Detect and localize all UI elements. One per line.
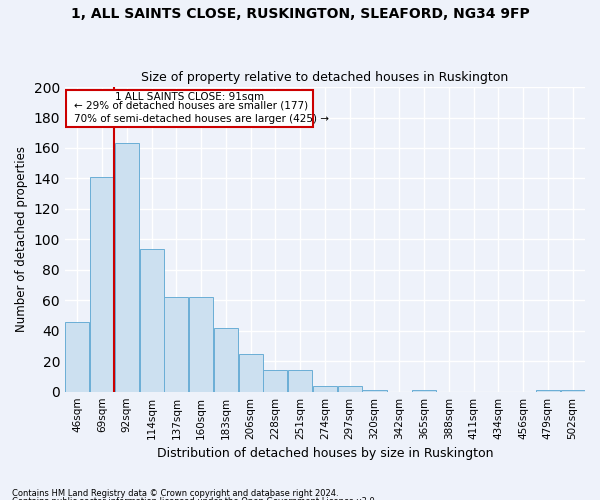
Bar <box>164 297 188 392</box>
Text: 1 ALL SAINTS CLOSE: 91sqm: 1 ALL SAINTS CLOSE: 91sqm <box>115 92 264 102</box>
Bar <box>288 370 312 392</box>
Bar <box>263 370 287 392</box>
Bar <box>115 144 139 392</box>
Text: Contains public sector information licensed under the Open Government Licence v3: Contains public sector information licen… <box>12 498 377 500</box>
Bar <box>140 248 164 392</box>
Y-axis label: Number of detached properties: Number of detached properties <box>15 146 28 332</box>
Bar <box>362 390 386 392</box>
Bar <box>338 386 362 392</box>
Text: 70% of semi-detached houses are larger (425) →: 70% of semi-detached houses are larger (… <box>74 114 329 124</box>
Bar <box>560 390 584 392</box>
Text: ← 29% of detached houses are smaller (177): ← 29% of detached houses are smaller (17… <box>74 100 308 110</box>
Bar <box>214 328 238 392</box>
Bar <box>412 390 436 392</box>
Text: Contains HM Land Registry data © Crown copyright and database right 2024.: Contains HM Land Registry data © Crown c… <box>12 488 338 498</box>
X-axis label: Distribution of detached houses by size in Ruskington: Distribution of detached houses by size … <box>157 447 493 460</box>
Bar <box>65 322 89 392</box>
Bar <box>90 177 114 392</box>
FancyBboxPatch shape <box>66 90 313 126</box>
Bar <box>313 386 337 392</box>
Text: 1, ALL SAINTS CLOSE, RUSKINGTON, SLEAFORD, NG34 9FP: 1, ALL SAINTS CLOSE, RUSKINGTON, SLEAFOR… <box>71 8 529 22</box>
Bar <box>239 354 263 392</box>
Title: Size of property relative to detached houses in Ruskington: Size of property relative to detached ho… <box>142 72 509 85</box>
Bar <box>189 297 213 392</box>
Bar <box>536 390 560 392</box>
